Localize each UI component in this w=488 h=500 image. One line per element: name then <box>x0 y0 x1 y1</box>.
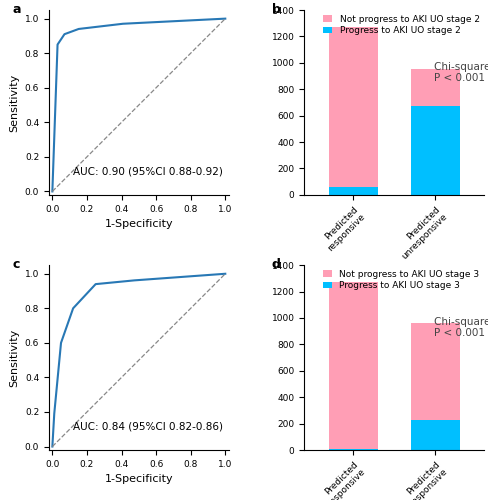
Text: d: d <box>271 258 280 270</box>
Text: Chi-square test
P < 0.001: Chi-square test P < 0.001 <box>433 317 488 338</box>
Y-axis label: Sensitivity: Sensitivity <box>9 74 19 132</box>
Text: AUC: 0.90 (95%CI 0.88-0.92): AUC: 0.90 (95%CI 0.88-0.92) <box>73 166 223 176</box>
Bar <box>410 69 459 106</box>
X-axis label: 1-Specificity: 1-Specificity <box>104 474 173 484</box>
Bar <box>410 420 459 450</box>
Text: b: b <box>271 2 280 16</box>
Text: AUC: 0.84 (95%CI 0.82-0.86): AUC: 0.84 (95%CI 0.82-0.86) <box>73 422 223 432</box>
Text: a: a <box>13 2 21 16</box>
Text: c: c <box>13 258 20 270</box>
X-axis label: 1-Specificity: 1-Specificity <box>104 219 173 229</box>
Legend: Not progress to AKI UO stage 3, Progress to AKI UO stage 3: Not progress to AKI UO stage 3, Progress… <box>323 270 479 290</box>
Y-axis label: Sensitivity: Sensitivity <box>9 328 19 386</box>
Bar <box>328 282 377 450</box>
Bar <box>410 106 459 195</box>
Bar <box>328 26 377 187</box>
Bar <box>410 323 459 420</box>
Legend: Not progress to AKI UO stage 2, Progress to AKI UO stage 2: Not progress to AKI UO stage 2, Progress… <box>323 14 479 35</box>
Text: Chi-square test
P < 0.001: Chi-square test P < 0.001 <box>433 62 488 84</box>
Bar <box>328 187 377 195</box>
